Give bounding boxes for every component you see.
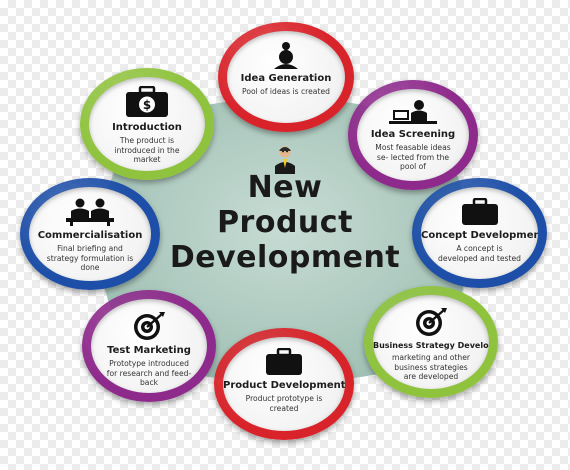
stage-concept-development: Concept Development A concept is develop…	[412, 178, 547, 288]
title-line-3: Development	[169, 240, 401, 275]
person-at-laptop-icon	[389, 100, 437, 124]
target-icon	[134, 312, 165, 340]
target-icon	[416, 308, 447, 336]
briefcase-icon	[461, 198, 498, 225]
stage-description: Most feasable ideas se- lected from the …	[375, 143, 451, 171]
money-case-icon: $	[126, 86, 168, 117]
stage-business-strategy-development: Business Strategy Development marketing …	[364, 286, 498, 398]
briefcase-icon	[266, 348, 302, 375]
stage-description: Final briefing and strategy formulation …	[46, 244, 134, 272]
stage-idea-generation: Idea Generation Pool of ideas is created	[218, 22, 354, 132]
title-line-2: Product	[217, 205, 353, 240]
stage-description: A concept is developed and tested	[438, 244, 521, 263]
stage-label: Test Marketing	[107, 345, 191, 356]
stage-label: Idea Generation	[240, 73, 332, 84]
stage-commercialisation: Commercialisation Final briefing and str…	[20, 178, 160, 290]
stage-description: marketing and other business strategies …	[391, 353, 471, 381]
stage-label: Introduction	[112, 122, 182, 133]
stage-label: Commercialisation	[37, 230, 143, 241]
svg-text:$: $	[143, 98, 151, 112]
stage-description: Product prototype is created	[245, 394, 323, 413]
lightbulb-head-icon	[274, 42, 298, 69]
businessman-icon	[275, 146, 295, 174]
stage-description: Prototype introduced for research and fe…	[106, 359, 192, 387]
diagram-title: New Product Development	[150, 170, 420, 275]
meeting-people-icon	[66, 198, 114, 226]
stage-product-development: Product Development Product prototype is…	[214, 328, 354, 440]
stage-label: Idea Screening	[370, 129, 456, 140]
stage-test-marketing: Test Marketing Prototype introduced for …	[82, 290, 216, 402]
stage-description: Pool of ideas is created	[242, 87, 330, 96]
stage-description: The product is introduced in the market	[114, 136, 180, 164]
title-line-1: New	[247, 170, 323, 205]
stage-label: Product Development	[223, 380, 345, 391]
stage-introduction: $ Introduction The product is introduced…	[80, 68, 214, 180]
stage-label: Concept Development	[421, 230, 538, 241]
stage-label: Business Strategy Development	[373, 341, 489, 350]
stage-idea-screening: Idea Screening Most feasable ideas se- l…	[348, 80, 478, 190]
